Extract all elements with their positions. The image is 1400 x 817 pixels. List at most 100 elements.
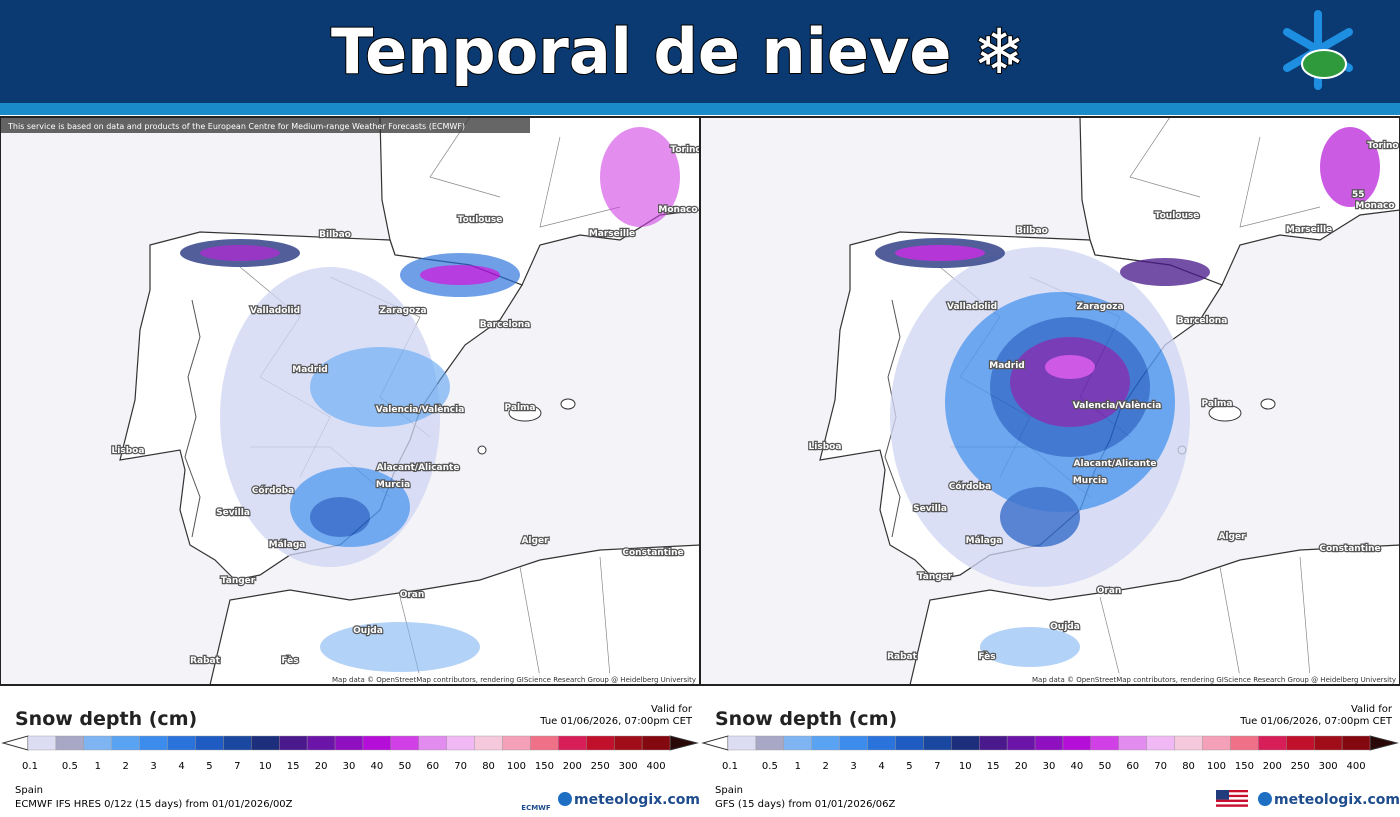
scale-label: 60 [426, 761, 439, 772]
city-label: Marseille [1286, 225, 1332, 235]
city-label: Marseille [589, 229, 635, 239]
borders [699, 116, 1400, 686]
city-label: Torino [670, 145, 701, 155]
city-label: Bilbao [319, 230, 351, 240]
city-label: Rabat [887, 652, 918, 662]
scale-label: 30 [343, 761, 356, 772]
scale-label: 0.1 [22, 761, 38, 772]
scale-swatch [1006, 735, 1036, 751]
scale-label: 2 [823, 761, 829, 772]
scale-swatch [362, 735, 392, 751]
city-label: Rabat [190, 656, 221, 666]
scale-swatch [306, 735, 336, 751]
scale-arrow-left [701, 735, 729, 751]
scale-label: 80 [1182, 761, 1195, 772]
city-label: Oran [400, 590, 425, 600]
scale-swatch [1062, 735, 1092, 751]
scale-swatch [334, 735, 364, 751]
scale-label: 250 [591, 761, 610, 772]
scale-label: 5 [906, 761, 912, 772]
model-run: ECMWF IFS HRES 0/12z (15 days) from 01/0… [15, 799, 293, 810]
scale-swatch [139, 735, 168, 751]
scale-label: 250 [1291, 761, 1310, 772]
scale-label: 200 [563, 761, 582, 772]
city-label: Málaga [966, 536, 1003, 546]
scale-arrow-left [1, 735, 29, 751]
city-label: Valladolid [250, 306, 300, 316]
scale-swatch [27, 735, 57, 751]
flag-icon [1216, 790, 1248, 807]
scale-swatch [1202, 735, 1231, 751]
scale-swatch [641, 735, 671, 751]
scale-label: 3 [850, 761, 856, 772]
city-label: Toulouse [458, 215, 503, 225]
flag-stripe [1216, 792, 1248, 795]
city-label: Lisboa [112, 446, 145, 456]
scale-label: 60 [1126, 761, 1139, 772]
city-label: Tanger [221, 576, 256, 586]
city-label: Barcelona [480, 320, 531, 330]
region: Spain [715, 785, 743, 796]
scale-swatch [55, 735, 85, 751]
scale-swatch [1090, 735, 1119, 751]
scale-label: 300 [619, 761, 638, 772]
scale-swatch [1258, 735, 1287, 751]
scale-swatch [586, 735, 615, 751]
scale-swatch [1174, 735, 1203, 751]
city-label: Málaga [269, 540, 306, 550]
logo-icon [558, 792, 572, 806]
flag-stripe [1216, 797, 1248, 800]
city-label: Monaco [1355, 201, 1394, 211]
snow-icon [1283, 10, 1353, 90]
city-label: Toulouse [1155, 211, 1200, 221]
scale-swatch [1118, 735, 1147, 751]
scale-swatch [1230, 735, 1259, 751]
page-title: Tenporal de nieve ❄ [331, 15, 1025, 88]
scale-label: 200 [1263, 761, 1282, 772]
city-label: Murcia [376, 480, 410, 490]
logo: meteologix.com [1274, 792, 1400, 808]
scale-swatch [83, 735, 112, 751]
city-label: Murcia [1073, 476, 1107, 486]
scale-swatch [951, 735, 980, 751]
scale-swatch [251, 735, 280, 751]
scale-label: 7 [934, 761, 940, 772]
scale-swatch [1286, 735, 1315, 751]
scale-label: 20 [315, 761, 328, 772]
scale-label: 150 [1235, 761, 1254, 772]
scale-swatch [223, 735, 252, 751]
city-label: Valencia/València [376, 404, 465, 415]
scale-label: 15 [287, 761, 300, 772]
scale-label: 7 [234, 761, 240, 772]
scale-swatch [727, 735, 757, 751]
valid-label: Valid for [651, 704, 693, 715]
map-credit: Map data © OpenStreetMap contributors, r… [1032, 676, 1396, 684]
header-stripe [0, 103, 1400, 115]
scale-swatch [558, 735, 587, 751]
scale-label: 100 [507, 761, 526, 772]
credit-bar [310, 673, 700, 685]
scale-label: 4 [178, 761, 184, 772]
city-label: Lisboa [809, 442, 842, 452]
map-credit: Map data © OpenStreetMap contributors, r… [332, 676, 696, 684]
scale-label: 1 [95, 761, 101, 772]
scale-swatch [446, 735, 475, 751]
scale-swatch [979, 735, 1008, 751]
scale-swatch [418, 735, 447, 751]
attribution-bar [0, 117, 530, 133]
city-label: Oujda [353, 626, 383, 636]
scale-swatch [279, 735, 308, 751]
scale-label: 4 [878, 761, 884, 772]
scale-label: 80 [482, 761, 495, 772]
scale-label: 30 [1043, 761, 1056, 772]
scale-swatch [783, 735, 812, 751]
scale-label: 0.1 [722, 761, 738, 772]
city-label: Tanger [918, 572, 953, 582]
scale-swatch [502, 735, 531, 751]
scale-label: 15 [987, 761, 1000, 772]
city-label: Bilbao [1016, 226, 1048, 236]
city-label: Córdoba [949, 481, 991, 492]
scale-arrow-right [669, 735, 699, 751]
scale-label: 400 [646, 761, 665, 772]
